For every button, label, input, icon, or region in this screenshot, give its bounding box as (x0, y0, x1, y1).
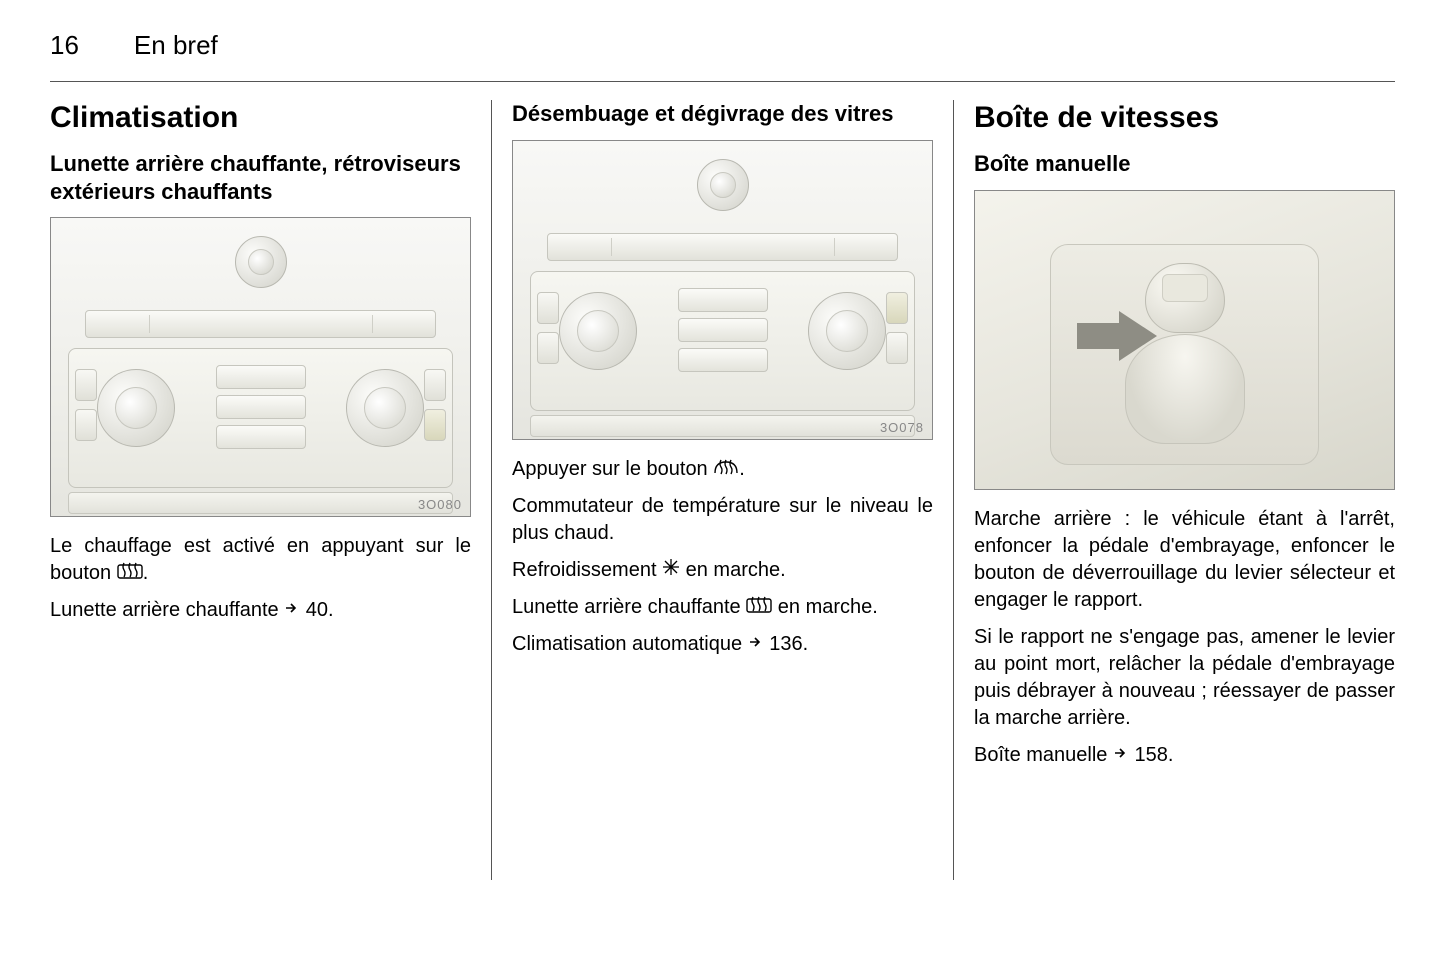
column-3: Boîte de vitesses Boîte manuelle Marche … (954, 100, 1395, 880)
text-run: en marche. (680, 559, 786, 581)
col1-heading: Climatisation (50, 100, 471, 136)
text-run: en marche. (772, 596, 878, 618)
col2-subheading: Désembuage et dégivrage des vitres (512, 100, 933, 128)
text-run: 158. (1129, 744, 1173, 766)
cross-reference-icon (284, 597, 300, 624)
col3-paragraph-1: Marche arrière : le véhicule étant à l'a… (974, 506, 1395, 614)
col2-paragraph-5: Climatisation automatique 136. (512, 631, 933, 658)
col2-paragraph-3: Refroidissement en marche. (512, 557, 933, 584)
text-run: Lunette arrière chauffante (512, 596, 746, 618)
header-rule (50, 81, 1395, 82)
text-run: Climatisation automatique (512, 633, 748, 655)
col2-paragraph-4: Lunette arrière chauffante en marche. (512, 594, 933, 621)
column-layout: Climatisation Lunette arrière chauffante… (50, 100, 1395, 880)
col2-paragraph-1: Appuyer sur le bouton . (512, 456, 933, 483)
column-2: Désembuage et dégivrage des vitres (492, 100, 953, 880)
text-run: 40. (300, 599, 333, 621)
column-1: Climatisation Lunette arrière chauffante… (50, 100, 491, 880)
col3-paragraph-2: Si le rapport ne s'engage pas, amener le… (974, 624, 1395, 732)
snowflake-icon (662, 557, 680, 584)
col1-paragraph-1: Le chauffage est activé en appuyant sur … (50, 533, 471, 587)
cross-reference-icon (1113, 742, 1129, 769)
cross-reference-icon (748, 631, 764, 658)
col3-paragraph-3: Boîte manuelle 158. (974, 742, 1395, 769)
defrost-panel-image: 3O078 (512, 140, 933, 440)
gearshift-illustration (975, 191, 1394, 489)
manual-page: 16 En bref Climatisation Lunette arrière… (0, 0, 1445, 920)
text-run: . (143, 562, 149, 584)
col2-paragraph-2: Commutateur de température sur le niveau… (512, 493, 933, 547)
dashboard-illustration (513, 141, 932, 439)
col1-subheading: Lunette arrière chauffante, rétroviseurs… (50, 150, 471, 205)
climate-panel-image: 3O080 (50, 217, 471, 517)
image-label: 3O080 (418, 497, 462, 512)
gearshift-image (974, 190, 1395, 490)
page-number: 16 (50, 30, 79, 61)
text-run: Le chauffage est activé en appuyant sur … (50, 535, 471, 584)
text-run: Appuyer sur le bouton (512, 458, 713, 480)
text-run: . (739, 458, 745, 480)
rear-window-defrost-icon (746, 594, 772, 621)
col3-subheading: Boîte manuelle (974, 150, 1395, 178)
text-run: Lunette arrière chauffante (50, 599, 284, 621)
dashboard-illustration (51, 218, 470, 516)
text-run: Refroidissement (512, 559, 662, 581)
col3-heading: Boîte de vitesses (974, 100, 1395, 136)
col1-paragraph-2: Lunette arrière chauffante 40. (50, 597, 471, 624)
rear-window-defrost-icon (117, 560, 143, 587)
front-window-defrost-icon (713, 456, 739, 483)
text-run: 136. (764, 633, 808, 655)
section-title: En bref (134, 30, 218, 61)
page-header: 16 En bref (50, 30, 1395, 61)
text-run: Boîte manuelle (974, 744, 1113, 766)
image-label: 3O078 (880, 420, 924, 435)
